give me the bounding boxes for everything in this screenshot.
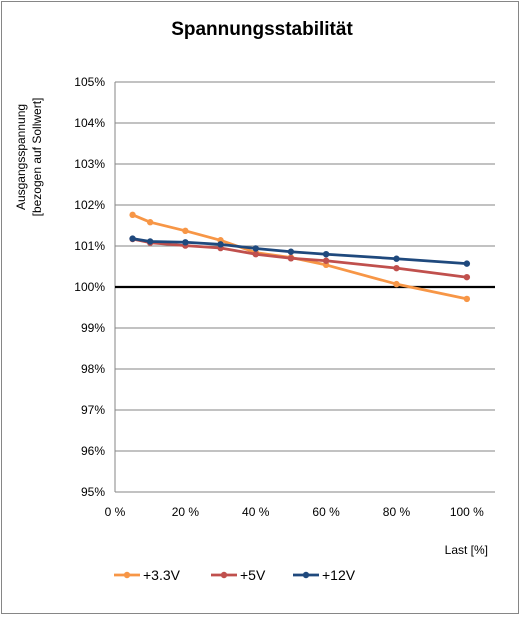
y-tick-label-96: 96% xyxy=(81,444,105,458)
x-tick-label-80: 80 % xyxy=(383,505,411,519)
y-tick-label-103: 103% xyxy=(74,157,105,171)
data-point-5V-40 xyxy=(252,251,259,258)
data-point-12V-5 xyxy=(129,235,136,242)
y-tick-label-99: 99% xyxy=(81,321,105,335)
legend-marker-12V xyxy=(302,571,310,579)
data-point-12V-60 xyxy=(322,251,330,258)
data-point-5V-80 xyxy=(393,264,400,272)
data-point-12V-20 xyxy=(182,239,189,246)
y-tick-label-100: 100% xyxy=(74,280,105,294)
y-tick-labels: 95% 96% 97% 98% 99% 100% 101% 102% 103% 104% 105% xyxy=(74,75,105,499)
y-axis-label-line1: Ausgangsspannung xyxy=(14,104,28,210)
legend-label-33V: +3.3V xyxy=(143,567,181,583)
y-tick-label-101: 101% xyxy=(74,239,105,253)
x-tick-label-20: 20 % xyxy=(172,505,200,519)
legend-marker-33V xyxy=(123,571,131,579)
data-point-33V-20 xyxy=(182,227,189,235)
x-tick-label-40: 40 % xyxy=(242,505,270,519)
data-point-12V-50 xyxy=(287,248,295,255)
y-tick-label-102: 102% xyxy=(74,198,105,212)
series-layer xyxy=(129,211,471,303)
y-axis-label-line2: [bezogen auf Sollwert] xyxy=(30,98,44,217)
legend-label-12V: +12V xyxy=(322,567,356,583)
x-axis-label: Last [%] xyxy=(445,543,488,557)
y-tick-label-105: 105% xyxy=(74,75,105,89)
data-point-12V-30 xyxy=(217,241,224,248)
legend: +3.3V +5V +12V xyxy=(114,567,356,583)
data-point-33V-5 xyxy=(129,211,136,219)
data-point-12V-80 xyxy=(393,255,400,262)
x-tick-label-60: 60 % xyxy=(312,505,340,519)
y-tick-label-97: 97% xyxy=(81,403,105,417)
data-point-12V-10 xyxy=(146,238,154,245)
data-point-5V-60 xyxy=(322,257,330,264)
data-point-5V-100 xyxy=(463,273,471,281)
legend-marker-5V xyxy=(220,571,228,579)
chart-title: Spannungsstabilität xyxy=(171,19,353,40)
y-tick-label-98: 98% xyxy=(81,362,105,376)
data-point-33V-10 xyxy=(146,219,154,226)
data-point-12V-100 xyxy=(463,260,471,267)
x-tick-labels: 0 % 20 % 40 % 60 % 80 % 100 % xyxy=(105,505,485,519)
x-tick-label-100: 100 % xyxy=(450,505,484,519)
data-point-12V-40 xyxy=(252,245,259,252)
y-tick-label-104: 104% xyxy=(74,116,105,130)
x-tick-label-0: 0 % xyxy=(105,505,126,519)
legend-label-5V: +5V xyxy=(240,567,266,583)
data-point-33V-100 xyxy=(463,295,471,303)
y-tick-label-95: 95% xyxy=(81,485,105,499)
data-point-5V-50 xyxy=(287,255,295,262)
data-point-33V-80 xyxy=(393,280,400,288)
